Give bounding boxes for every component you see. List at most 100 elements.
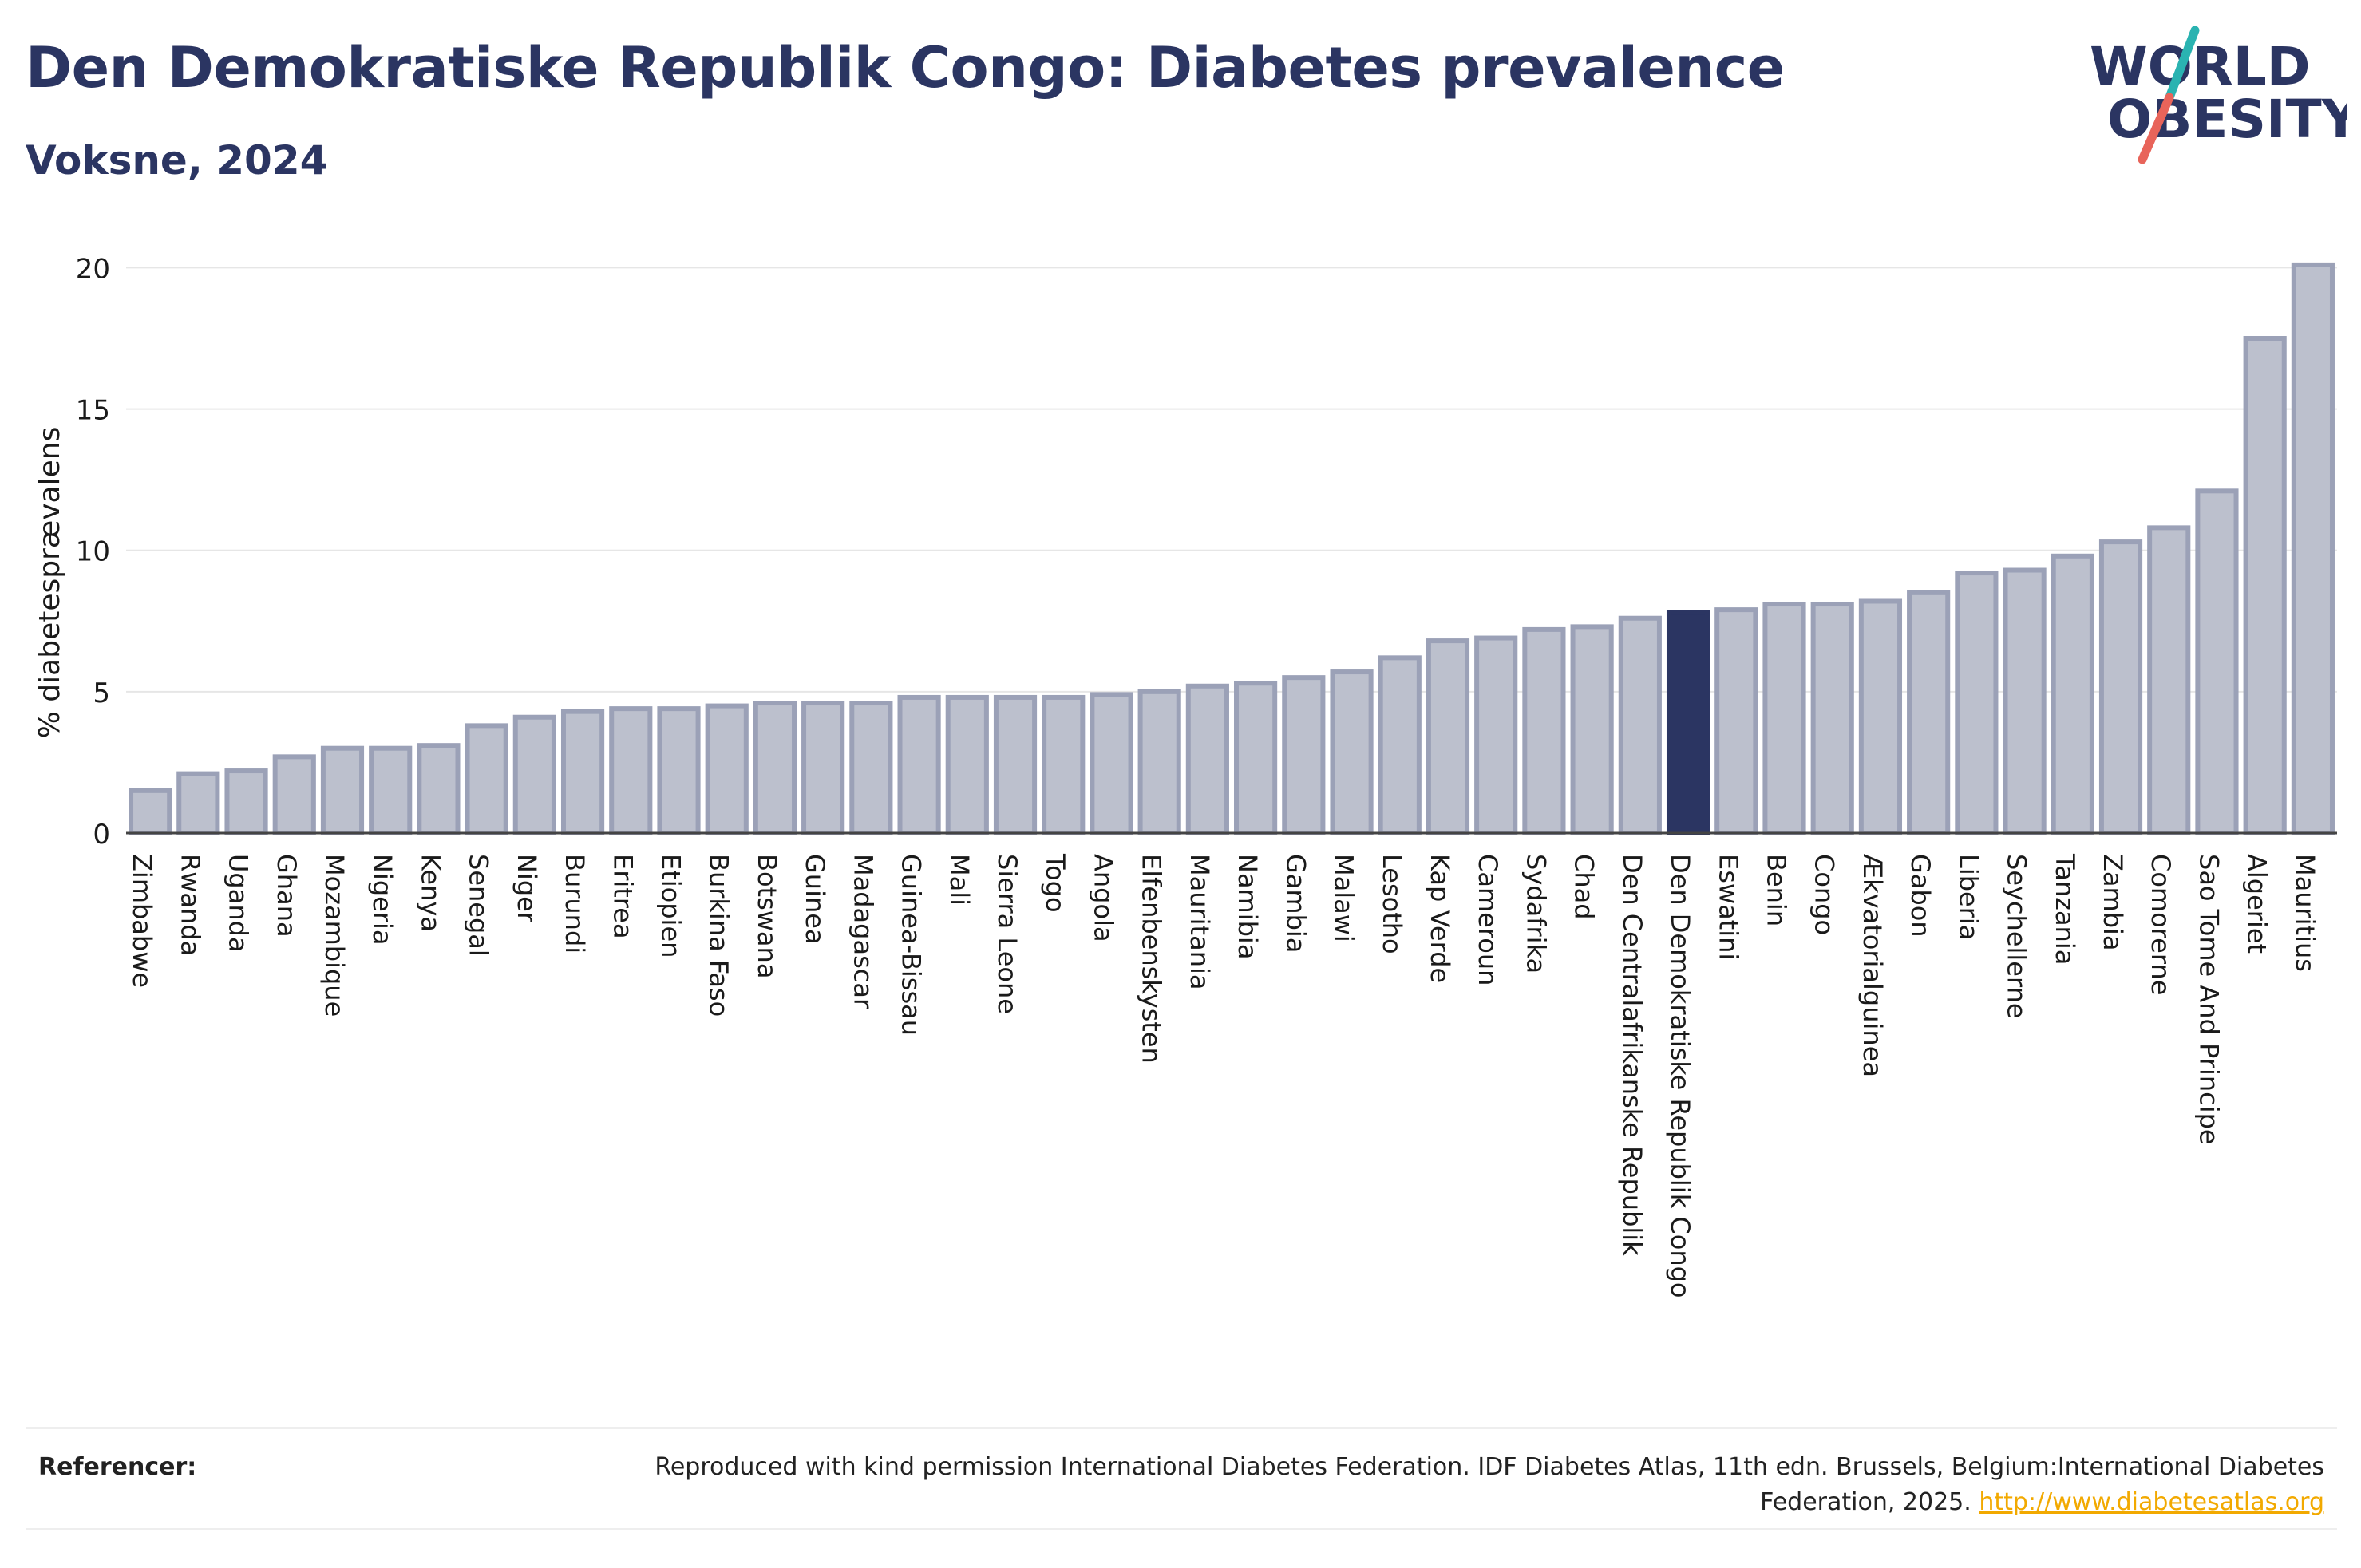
x-tick-label: Comorerne: [2145, 854, 2176, 995]
x-tick-label: Benin: [1762, 854, 1792, 926]
bar: [176, 771, 220, 835]
bar: [2243, 336, 2287, 835]
bar: [849, 701, 893, 835]
x-tick-label: Namibia: [1232, 854, 1263, 959]
world-obesity-logo: WORLD OBESITY: [2090, 26, 2347, 164]
x-tick-label: Gabon: [1905, 854, 1936, 938]
bar: [512, 714, 556, 835]
references-text: Reproduced with kind permission Internat…: [648, 1450, 2324, 1520]
x-tick-label: Sao Tome And Principe: [2193, 854, 2224, 1145]
x-tick-label: Liberia: [1953, 854, 1983, 940]
references-label: Referencer:: [38, 1453, 197, 1481]
x-tick-label: Botswana: [752, 854, 782, 978]
x-tick-label: Algeriet: [2242, 854, 2272, 954]
bar: [1282, 675, 1326, 836]
bar: [272, 754, 316, 835]
x-tick-label: Eswatini: [1713, 854, 1743, 960]
bar: [369, 745, 413, 836]
x-tick-label: Etiopien: [656, 854, 686, 958]
x-tick-label: Chad: [1569, 854, 1600, 920]
y-tick-label: 15: [76, 395, 110, 427]
bar: [1474, 635, 1518, 835]
x-tick-label: Ækvatorialguinea: [1857, 854, 1888, 1077]
bar: [1570, 624, 1614, 835]
x-tick-label: Zimbabwe: [127, 854, 157, 988]
x-tick-label: Togo: [1040, 853, 1070, 913]
references-link[interactable]: http://www.diabetesatlas.org: [1979, 1488, 2324, 1516]
x-tick-label: Mauritius: [2290, 854, 2320, 972]
bars: [129, 262, 2335, 836]
references-citation: Reproduced with kind permission Internat…: [655, 1453, 2324, 1516]
x-tick-label: Cameroun: [1473, 854, 1503, 985]
bar: [2051, 553, 2094, 835]
x-tick-label: Sydafrika: [1521, 854, 1551, 974]
x-tick-label: Congo: [1809, 854, 1840, 935]
x-tick-label: Angola: [1088, 854, 1118, 942]
x-tick-label: Ghana: [271, 854, 302, 938]
x-tick-label: Eritrea: [607, 854, 638, 939]
y-axis-label: % diabetesprævalens: [34, 427, 66, 739]
bar: [609, 706, 653, 835]
x-axis-labels: Zimbabwe Rwanda Uganda Ghana Mozambique Niger…: [127, 853, 2320, 1297]
bar: [1042, 694, 1086, 836]
chart-title: Den Demokratiske Republik Congo: Diabete…: [26, 35, 1785, 101]
bar: [1137, 689, 1181, 835]
bar: [560, 709, 605, 836]
bar: [1426, 638, 1470, 835]
bar: [224, 768, 268, 835]
bar: [465, 723, 508, 835]
bar: [657, 706, 701, 835]
x-tick-label: Elfenbenskysten: [1137, 854, 1167, 1064]
y-tick-label: 10: [76, 536, 110, 568]
bar: [1714, 607, 1758, 835]
bar: [1762, 602, 1806, 835]
bar: [2003, 567, 2047, 835]
x-tick-label: Lesotho: [1377, 854, 1407, 954]
x-tick-label: Madagascar: [848, 854, 878, 1009]
x-tick-label: Uganda: [223, 854, 254, 953]
x-tick-label: Nigeria: [367, 854, 397, 945]
bar: [1618, 615, 1662, 835]
x-tick-label: Kenya: [415, 854, 445, 932]
x-tick-label: Burkina Faso: [704, 854, 734, 1017]
bar: [2291, 262, 2335, 835]
x-tick-label: Niger: [512, 854, 542, 923]
x-tick-label: Malawi: [1329, 854, 1359, 942]
x-tick-label: Mauritania: [1184, 854, 1215, 989]
x-tick-label: Zambia: [2098, 854, 2128, 951]
bar: [1522, 626, 1566, 836]
logo-slash-red: [2138, 93, 2174, 164]
bar: [2195, 488, 2239, 835]
x-tick-label: Den Demokratiske Republik Congo: [1665, 854, 1695, 1297]
bar: [1090, 692, 1133, 836]
bar: [1378, 655, 1422, 835]
bar: [1810, 602, 1854, 835]
bar: [705, 703, 749, 835]
y-axis-ticks: 0 5 10 15 20: [76, 253, 110, 851]
bar: [1234, 681, 1278, 835]
x-tick-label: Gambia: [1280, 854, 1311, 953]
bar: [320, 745, 365, 836]
bar: [801, 701, 845, 835]
logo-slash-teal: [2165, 26, 2200, 102]
bar: [1185, 683, 1229, 835]
bar-highlighted: [1666, 610, 1710, 836]
references-footer: Referencer: Reproduced with kind permiss…: [26, 1427, 2337, 1530]
x-tick-label: Seychellerne: [2002, 854, 2032, 1019]
x-tick-label: Burundi: [560, 854, 590, 954]
x-tick-label: Mali: [944, 854, 975, 906]
y-tick-label: 5: [93, 677, 110, 709]
bar: [1330, 669, 1374, 835]
chart-subtitle: Voksne, 2024: [26, 137, 328, 184]
bar: [2147, 525, 2191, 835]
bar-chart: 0 5 10 15 20 % diabetesprævalens Zimbabwe Rwa…: [34, 253, 2337, 1297]
x-tick-label: Guinea-Bissau: [896, 854, 927, 1036]
x-tick-label: Den Centralafrikanske Republik: [1617, 854, 1647, 1256]
y-tick-label: 20: [76, 253, 110, 285]
bar: [2098, 539, 2143, 835]
x-tick-label: Senegal: [464, 854, 494, 957]
logo-word-world: WORLD: [2090, 36, 2311, 97]
x-tick-label: Guinea: [800, 854, 830, 945]
x-tick-label: Mozambique: [319, 854, 350, 1017]
x-tick-label: Sierra Leone: [992, 854, 1022, 1014]
